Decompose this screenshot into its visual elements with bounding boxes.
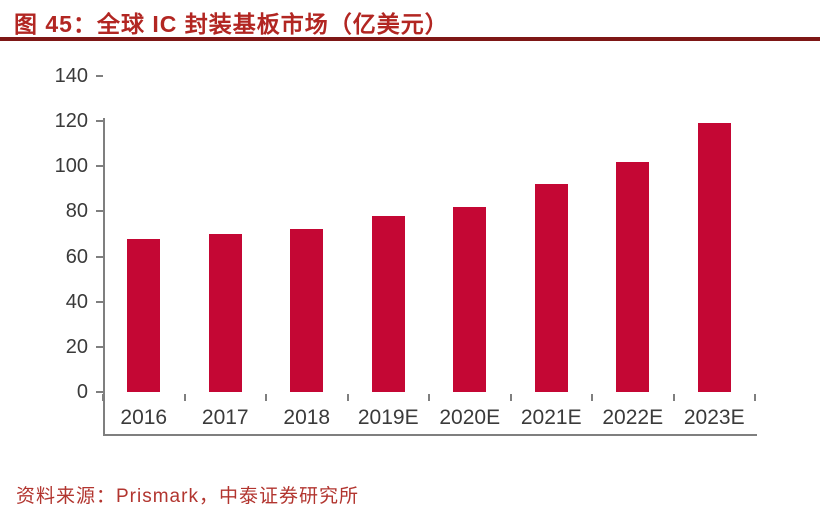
x-tick-label: 2020E (439, 406, 501, 429)
plot-area (103, 118, 757, 436)
y-axis-tick (96, 165, 103, 168)
bar (453, 206, 487, 392)
x-axis-tick (183, 394, 186, 401)
x-axis-tick (672, 394, 675, 401)
bar (208, 234, 242, 392)
y-axis-tick (96, 391, 103, 393)
x-tick-label: 2023E (683, 406, 745, 429)
y-tick-label: 100 (54, 155, 88, 178)
x-axis-tick (428, 394, 430, 401)
bar (697, 123, 731, 392)
y-axis-tick (96, 120, 103, 123)
y-axis-tick (96, 210, 103, 213)
x-axis-tick (754, 394, 756, 401)
y-tick-label: 40 (65, 290, 88, 313)
x-tick-label: 2021E (520, 406, 582, 429)
bar (534, 184, 568, 392)
bar (371, 215, 405, 392)
y-axis-tick (96, 300, 103, 303)
y-tick-label: 0 (76, 381, 88, 403)
y-tick-label: 120 (54, 110, 88, 133)
x-axis-tick (265, 394, 267, 401)
y-tick-label: 80 (65, 200, 88, 223)
x-tick-label: 2017 (201, 406, 249, 429)
x-axis-tick (102, 394, 104, 401)
x-tick-label: 2022E (602, 406, 664, 429)
x-tick-label: 2018 (283, 406, 331, 429)
y-axis-tick (96, 345, 103, 348)
figure-title: 图 45：全球 IC 封装基板市场（亿美元） (14, 11, 449, 37)
x-tick-label: 2019E (357, 406, 419, 429)
x-axis-tick (346, 394, 349, 401)
y-axis-tick (96, 75, 103, 77)
x-axis-tick (509, 394, 512, 401)
bar-chart: 0 20 40 60 80 100 120 140 2016 2017 2018 2019E 2020E… (0, 42, 820, 472)
y-tick-label: 60 (65, 245, 88, 268)
bar (127, 238, 161, 392)
bar (616, 161, 650, 392)
source-note: 资料来源：Prismark，中泰证券研究所 (16, 486, 359, 507)
y-tick-label: 140 (54, 65, 88, 87)
x-tick-label: 2016 (120, 406, 168, 429)
y-axis-tick (96, 255, 103, 258)
y-tick-label: 20 (65, 335, 88, 358)
x-axis-tick (591, 394, 593, 401)
title-divider (0, 37, 820, 41)
bar (290, 229, 324, 392)
